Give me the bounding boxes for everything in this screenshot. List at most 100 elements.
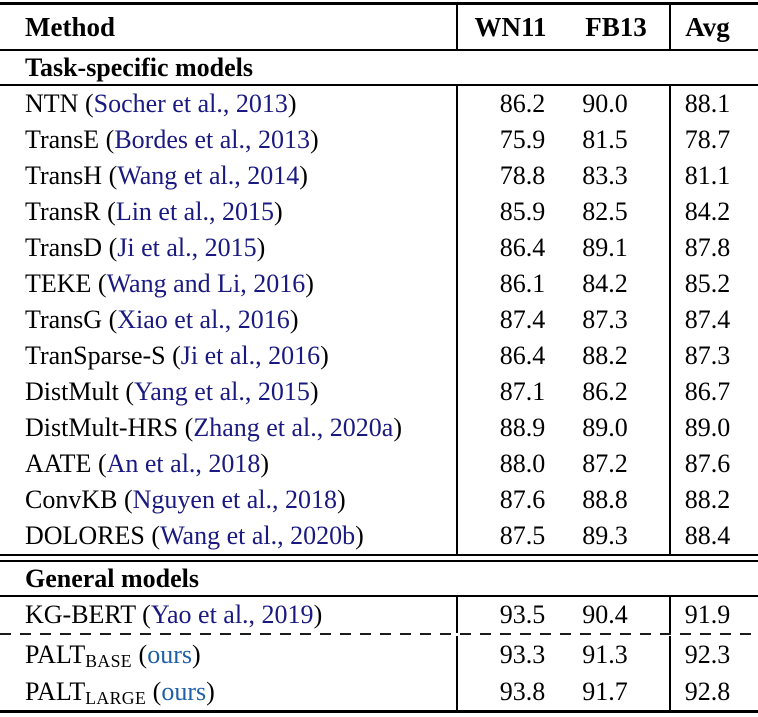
header-method: Method	[0, 5, 458, 49]
fb13-value: 81.5	[582, 125, 628, 154]
citation-link[interactable]: Yang et al., 2015	[134, 377, 310, 406]
method-cell: TransG (Xiao et al., 2016)	[0, 302, 458, 338]
method-cell: TranSparse-S (Ji et al., 2016)	[0, 338, 458, 374]
open-paren: (	[102, 305, 118, 334]
citation-link[interactable]: Lin et al., 2015	[115, 197, 274, 226]
wn11-cell: 86.4	[458, 230, 563, 266]
citation-link[interactable]: ours	[161, 676, 207, 706]
method-name: TransD	[25, 233, 103, 262]
citation-link[interactable]: Wang et al., 2020b	[160, 521, 356, 550]
citation-link[interactable]: Nguyen et al., 2018	[132, 485, 337, 514]
wn11-cell: 87.5	[458, 518, 563, 554]
method-cell: TransD (Ji et al., 2015)	[0, 230, 458, 266]
section-header-row: Task-specific models	[0, 51, 758, 84]
avg-value: 92.8	[684, 676, 731, 706]
citation-link[interactable]: ours	[147, 639, 192, 669]
citation-link[interactable]: Ji et al., 2016	[180, 341, 321, 370]
close-paren: )	[320, 341, 329, 370]
method-name: KG-BERT	[25, 600, 136, 629]
open-paren: (	[165, 341, 181, 370]
table-row: TransR (Lin et al., 2015) 85.9 82.5 84.2	[0, 194, 758, 230]
close-paren: )	[206, 676, 215, 706]
fb13-cell: 89.3	[563, 518, 669, 554]
fb13-value: 87.2	[582, 449, 628, 478]
citation-link[interactable]: Xiao et al., 2016	[117, 305, 290, 334]
close-paren: )	[287, 89, 297, 118]
header-avg-label: Avg	[685, 11, 730, 42]
citation-link[interactable]: Ji et al., 2015	[117, 233, 257, 262]
fb13-cell: 89.0	[563, 410, 669, 446]
avg-value: 91.9	[684, 600, 731, 629]
citation-link[interactable]: Yao et al., 2019	[150, 600, 314, 629]
method-cell: NTN (Socher et al., 2013)	[0, 86, 458, 122]
avg-value: 92.3	[684, 639, 731, 669]
citation-link[interactable]: Zhang et al., 2020a	[193, 413, 394, 442]
method-name: TEKE	[25, 269, 92, 298]
table-row: AATE (An et al., 2018) 88.0 87.2 87.6	[0, 446, 758, 482]
avg-cell: 92.8	[669, 673, 758, 710]
method-name: PALT	[25, 676, 86, 706]
avg-cell: 88.1	[669, 86, 758, 122]
section-bottom-rule	[0, 595, 758, 597]
header-fb13-label: FB13	[585, 11, 647, 42]
avg-cell: 85.2	[669, 266, 758, 302]
method-name: TransH	[25, 161, 103, 190]
fb13-value: 84.2	[582, 269, 628, 298]
citation-link[interactable]: Wang and Li, 2016	[106, 269, 306, 298]
open-paren: (	[178, 413, 194, 442]
wn11-cell: 88.9	[458, 410, 563, 446]
wn11-value: 93.8	[499, 676, 546, 706]
fb13-value: 88.2	[582, 341, 628, 370]
method-name: DistMult-HRS	[25, 413, 179, 442]
avg-cell: 89.0	[669, 410, 758, 446]
method-name: DistMult	[25, 377, 119, 406]
avg-cell: 86.7	[669, 374, 758, 410]
fb13-cell: 88.2	[563, 338, 669, 374]
fb13-cell: 81.5	[563, 122, 669, 158]
header-fb13: FB13	[563, 5, 669, 49]
avg-cell: 84.2	[669, 194, 758, 230]
method-cell: PALTLARGE (ours)	[0, 673, 458, 710]
fb13-value: 90.0	[582, 89, 628, 118]
wn11-value: 93.5	[499, 600, 546, 629]
citation-link[interactable]: An et al., 2018	[106, 449, 261, 478]
method-cell: TEKE (Wang and Li, 2016)	[0, 266, 458, 302]
citation-link[interactable]: Socher et al., 2013	[93, 89, 288, 118]
avg-value: 87.6	[684, 449, 731, 478]
header-method-label: Method	[25, 11, 115, 42]
dashed-divider	[0, 633, 758, 635]
close-paren: )	[309, 377, 319, 406]
method-cell: TransR (Lin et al., 2015)	[0, 194, 458, 230]
avg-value: 87.4	[684, 305, 731, 334]
avg-cell: 87.3	[669, 338, 758, 374]
wn11-value: 93.3	[499, 639, 546, 669]
method-name: ConvKB	[25, 485, 118, 514]
open-paren: (	[78, 89, 94, 118]
section-bottom-rule	[0, 84, 758, 86]
wn11-value: 87.6	[499, 485, 546, 514]
fb13-cell: 87.2	[563, 446, 669, 482]
citation-link[interactable]: Bordes et al., 2013	[114, 125, 311, 154]
method-name: NTN	[25, 89, 79, 118]
fb13-value: 87.3	[582, 305, 628, 334]
method-name: AATE	[25, 449, 92, 478]
citation-link[interactable]: Wang et al., 2014	[117, 161, 300, 190]
close-paren: )	[336, 485, 346, 514]
open-paren: (	[144, 521, 161, 550]
avg-value: 87.8	[684, 233, 731, 262]
fb13-cell: 84.2	[563, 266, 669, 302]
close-paren: )	[273, 197, 283, 226]
table-row: NTN (Socher et al., 2013) 86.2 90.0 88.1	[0, 86, 758, 122]
table-row: PALTLARGE (ours) 93.8 91.7 92.8	[0, 673, 758, 710]
table-row: PALTBASE (ours) 93.3 91.3 92.3	[0, 636, 758, 673]
method-cell: AATE (An et al., 2018)	[0, 446, 458, 482]
open-paren: (	[117, 485, 133, 514]
fb13-cell: 87.3	[563, 302, 669, 338]
method-cell: ConvKB (Nguyen et al., 2018)	[0, 482, 458, 518]
wn11-value: 88.9	[499, 413, 546, 442]
wn11-value: 88.0	[499, 449, 546, 478]
method-name: PALT	[25, 639, 86, 669]
method-cell: DistMult-HRS (Zhang et al., 2020a)	[0, 410, 458, 446]
wn11-value: 86.4	[499, 233, 546, 262]
